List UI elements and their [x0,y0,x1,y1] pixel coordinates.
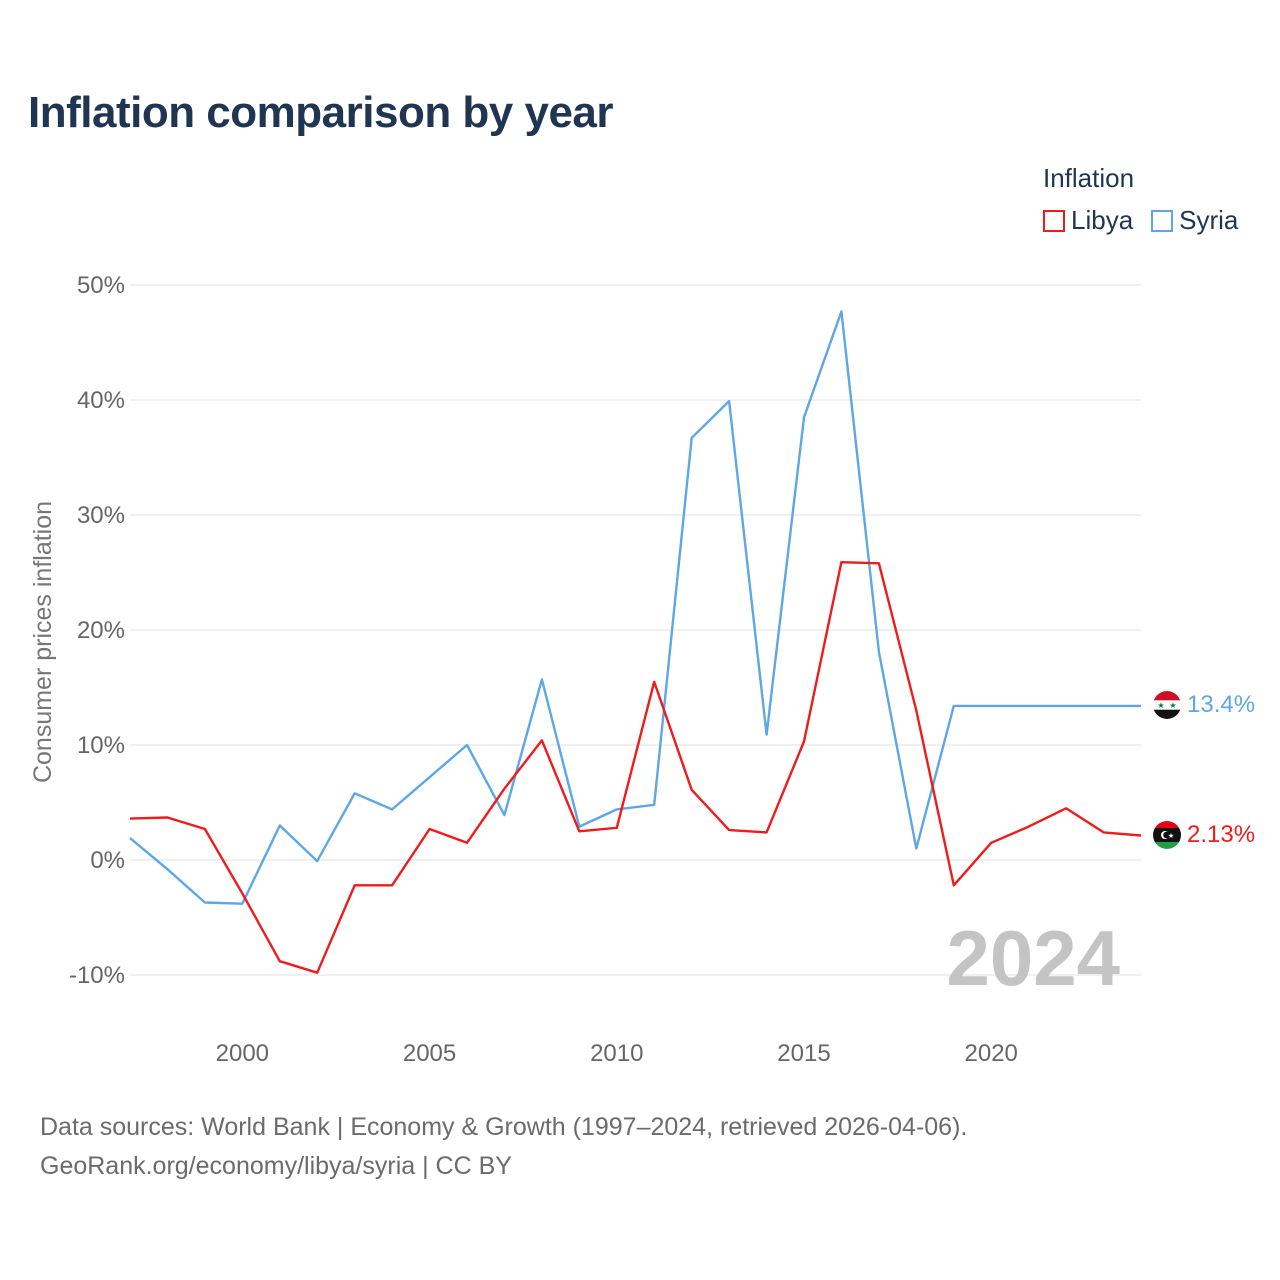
end-label-syria: 13.4% [1187,691,1255,718]
legend-swatch-libya [1043,209,1065,232]
y-tick-label: 0% [90,847,125,874]
x-tick-label: 2015 [777,1040,830,1067]
y-tick-label: 40% [77,387,125,414]
y-tick-label: 20% [77,617,125,644]
legend-title: Inflation [1043,163,1135,193]
x-tick-label: 2000 [216,1040,269,1067]
data-sources-text: Data sources: World Bank | Economy & Gro… [40,1113,968,1141]
y-tick-label: 10% [77,732,125,759]
x-tick-label: 2005 [403,1040,456,1067]
line-chart: 50% 40% 30% 20% 10% 0% -10% 2000 2005 2010 2015 20… [29,272,1255,1067]
x-tick-label: 2020 [965,1040,1018,1067]
footer: Data sources: World Bank | Economy & Gro… [40,1108,967,1186]
source-link[interactable]: GeoRank.org/economy/libya/syria | CC BY [40,1152,512,1180]
legend-item-syria[interactable]: Syria [1151,205,1238,236]
libya-flag-icon: ★ [1153,821,1181,849]
svg-text:★: ★ [1169,701,1176,710]
legend: Libya Syria [1043,205,1256,236]
end-label-libya: 2.13% [1187,821,1255,848]
series-line-syria[interactable] [129,310,1141,905]
y-tick-label: 50% [77,272,125,299]
legend-label-libya: Libya [1071,205,1134,235]
chart-title: Inflation comparison by year [28,88,614,137]
svg-text:★: ★ [1168,832,1174,840]
y-axis-label: Consumer prices inflation [29,501,57,783]
syria-flag-icon: ★ ★ [1153,691,1181,719]
legend-label-syria: Syria [1179,205,1239,235]
y-tick-label: -10% [69,962,125,989]
year-watermark: 2024 [946,914,1120,1002]
legend-swatch-syria [1151,209,1174,232]
series-line-libya[interactable] [129,561,1142,974]
svg-text:★: ★ [1157,701,1164,710]
y-tick-label: 30% [77,502,125,529]
x-tick-label: 2010 [590,1040,643,1067]
legend-item-libya[interactable]: Libya [1043,205,1133,236]
